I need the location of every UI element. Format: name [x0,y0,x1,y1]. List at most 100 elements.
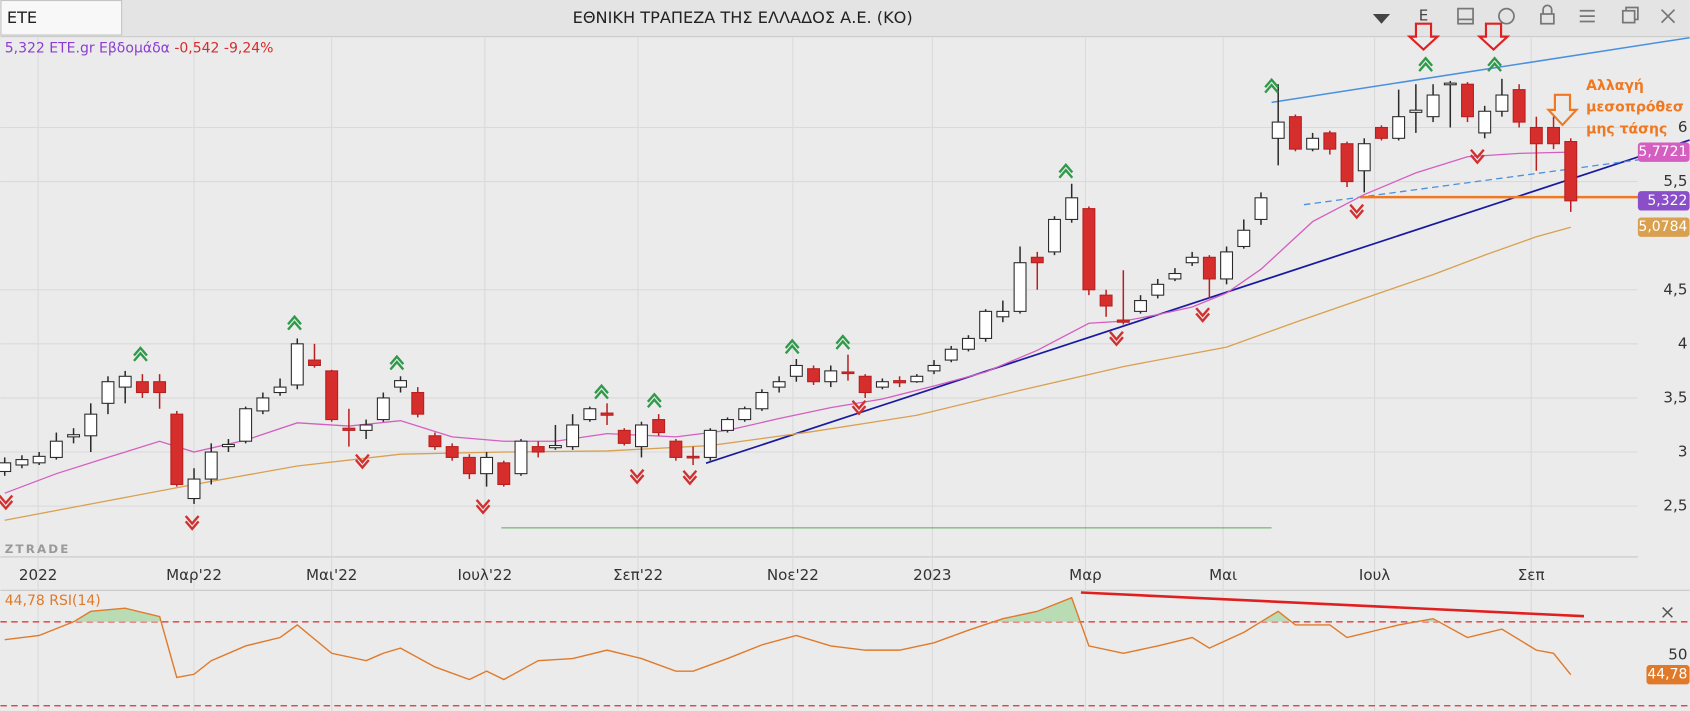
candle-body [480,456,494,475]
x-tick-label: Μαι [1209,566,1237,584]
candle-body [531,446,545,453]
buy-signal [784,338,800,355]
y-tick-label: 4,5 [1663,280,1687,298]
buy-signal [835,334,851,350]
x-tick-label: Ιουλ'22 [458,566,513,584]
sell-signal [1469,148,1485,165]
price-tag-label: 5,7721 [1638,144,1687,160]
candle-body [411,391,425,415]
instrument-title: ΕΘΝΙΚΗ ΤΡΑΠΕΖΑ ΤΗΣ ΕΛΛΑΔΟΣ Α.Ε. (ΚΟ) [573,8,913,27]
candle-body [772,381,786,388]
icon-menu[interactable] [1579,9,1595,23]
candle-body [548,444,562,449]
candle-body [841,371,855,375]
candle-body [1495,94,1509,112]
candle-body [1426,94,1440,118]
buy-signal [646,392,662,408]
candle-body [1254,197,1268,220]
candle-body [1013,262,1027,312]
legend-change: -0,542 -9,24% [174,40,273,56]
candle-body [1461,83,1474,118]
icon-restore[interactable] [1621,9,1636,24]
moving-average [4,151,1571,494]
sell-signal [682,469,698,486]
candle-body [824,370,838,383]
drawings [501,22,1690,618]
candle-body [256,397,270,412]
symbol-input[interactable] [0,0,123,36]
icon-restore-back [1625,6,1639,21]
buy-signal [1264,77,1279,94]
price-tag [1637,217,1690,237]
y-tick-label: 50 [1668,646,1687,664]
icon-close[interactable] [1660,9,1676,24]
y-tick-label: 5,5 [1663,172,1687,190]
candle-body [32,455,46,464]
candle-body [893,380,907,384]
price-tag [1637,142,1690,162]
candle-body [1151,283,1165,296]
y-tick-label: 2,5 [1663,497,1687,515]
candle-body [1564,141,1578,202]
sell-signal [475,499,491,515]
candle-body [1340,143,1354,183]
candle-body [1065,197,1079,220]
rsi-close[interactable] [1662,607,1673,618]
y-tick-label: 3,5 [1663,388,1687,406]
candle-body [290,343,304,386]
y-tick-label: 4 [1678,334,1688,352]
sell-signal [1349,203,1365,220]
sell-signal [0,494,14,511]
candle-body [669,440,683,458]
candle-body [153,381,167,394]
candle-body [239,408,253,442]
candle-body [600,412,614,416]
sell-signal [629,468,645,485]
candle-body [996,310,1010,318]
candle-body [445,446,459,458]
moving-average [4,226,1571,521]
icon-lock[interactable] [1540,13,1555,25]
candle-body [927,364,941,372]
watermark: ZTRADE [5,542,71,556]
buy-signal [1058,163,1074,179]
candle-body [1116,319,1130,323]
rsi-line [4,596,1572,681]
x-tick-label: 2022 [19,566,57,584]
candle-body [514,440,528,475]
candle-body [1547,126,1561,145]
x-tick-label: 2023 [913,566,951,584]
trend-line [705,139,1690,465]
candle-body [566,424,580,448]
rsi-divergence [1080,591,1585,618]
candle-body [652,419,666,434]
candle-body [738,408,752,421]
sell-signal [1109,331,1124,347]
legend-instrument: 5,322 ETE.gr Εβδομάδα [5,40,170,56]
candle-body [118,375,132,388]
buy-signal [594,383,609,400]
candle-body [49,440,63,458]
candle-body [583,408,597,421]
candle-body [0,462,12,473]
candle-body [204,451,218,480]
legend: 5,322 ETE.gr Εβδομάδα -0,542 -9,24% [5,40,274,56]
candle-body [807,368,821,383]
candle-body [1288,116,1302,150]
icon-panel[interactable] [1457,7,1474,25]
x-tick-label: Νοε'22 [767,566,819,584]
candle-body [789,364,803,377]
icon-quote[interactable] [1498,7,1515,25]
channel-top [1271,36,1690,104]
candle-body [703,429,717,458]
rsi-tag-label: 44,78 [1647,667,1687,683]
dropdown-arrow[interactable] [1372,14,1391,24]
candle-body [462,456,476,475]
candle-body [1237,229,1251,248]
toolbar-letter[interactable]: Ε [1419,7,1429,25]
buy-signal [1418,56,1434,72]
candle-body [1185,256,1199,264]
candle-body [1323,132,1337,150]
